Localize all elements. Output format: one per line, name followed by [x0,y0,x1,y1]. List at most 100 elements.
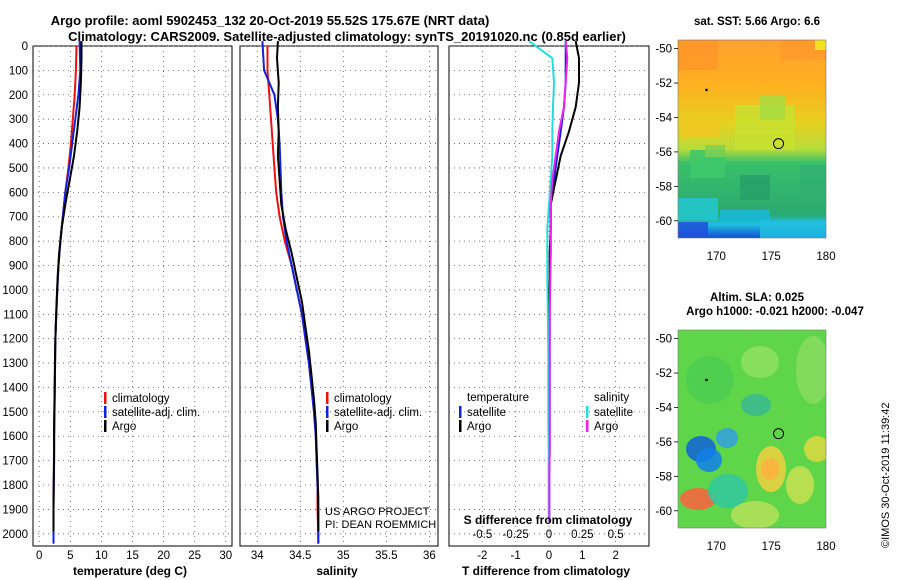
sst-map-title: sat. SST: 5.66 Argo: 6.6 [694,16,820,28]
x-tick-label: 1 [579,550,585,562]
s-tick-label: 0.25 [571,529,593,541]
lon-tick-label: 170 [707,251,726,263]
sst-patch [800,165,826,195]
sla-patch [716,428,738,448]
x-tick-label: -1 [511,550,521,562]
x-tick-label: 0 [546,550,552,562]
temperature-xlabel: temperature (deg C) [73,564,187,578]
depth-tick-label: 1800 [2,480,28,492]
sla-patch [741,346,779,378]
legend-label-sal-argo: Argo [594,421,618,433]
lat-tick-label: -56 [655,147,672,159]
sst-patch [705,145,725,157]
depth-tick-label: 900 [9,261,28,273]
lat-tick-label: -52 [655,368,672,380]
difference-legend: temperature satellite Argo salinity sate… [459,392,633,433]
series-line-argo [52,41,83,532]
salinity-tick-labels: 34 34.5 35 35.5 36 [251,550,436,562]
sst-float-position-marker [773,138,785,150]
legend-swatch-sal-satellite [586,406,589,418]
depth-tick-label: 1500 [2,407,28,419]
legend-swatch-climatology [326,392,329,404]
sla-map-title: Altim. SLA: 0.025 [710,292,805,304]
lat-tick-label: -58 [655,181,672,193]
temperature-grid [33,45,232,546]
depth-tick-label: 1400 [2,382,28,394]
legend-swatch-temp-satellite [459,406,462,418]
sst-patch [678,198,718,220]
legend-heading-salinity: salinity [594,392,629,404]
temperature-lines [52,41,83,544]
sst-heatmap [678,40,826,238]
legend-heading-temperature: temperature [467,392,529,404]
legend-label-argo: Argo [334,421,358,433]
s-difference-tick-labels: -0.5 -0.25 0 0.25 0.5 [472,529,623,541]
x-tick-label: 10 [95,550,108,562]
legend-label-climatology: climatology [112,393,170,405]
depth-tick-label: 1100 [3,309,28,321]
lat-tick-label: -54 [655,402,672,414]
s-tick-label: 0.5 [608,529,624,541]
depth-tick-label: 1000 [2,285,28,297]
legend-label-sal-satellite: satellite [594,407,633,419]
legend-label-satellite: satellite-adj. clim. [112,407,200,419]
depth-tick-label: 1200 [2,334,28,346]
s-tick-label: -0.5 [472,529,492,541]
legend-swatch-satellite [326,406,329,418]
salinity-legend: climatology satellite-adj. clim. Argo [326,392,422,433]
sla-island-marker [705,378,708,382]
t-difference-tick-labels: -2 -1 0 1 2 [477,550,619,562]
sst-patch [680,118,720,138]
sst-latitude-labels: -50 -52 -54 -56 -58 -60 [655,44,678,228]
temperature-legend: climatology satellite-adj. clim. Argo [104,392,200,433]
temperature-panel: 0100200300400500600700800900100011001200… [2,41,233,578]
figure-title-line2: Climatology: CARS2009. Satellite-adjuste… [68,29,626,44]
figure-title-line1: Argo profile: aoml 5902453_132 20-Oct-20… [51,13,490,28]
depth-tick-label: 0 [22,41,28,53]
legend-swatch-climatology [104,392,107,404]
depth-tick-label: 1600 [2,431,28,443]
s-difference-xlabel: S difference from climatology [464,513,633,527]
depth-tick-label: 2000 [2,529,28,541]
depth-tick-label: 200 [9,90,28,102]
legend-label-climatology: climatology [334,393,392,405]
sla-patch [796,336,826,404]
sla-float-position-marker [773,428,785,440]
sst-map-frame [677,39,827,239]
sst-patch [720,210,770,222]
lon-tick-label: 170 [707,541,726,553]
x-tick-label: 20 [157,550,170,562]
sla-patch [686,356,734,404]
x-tick-label: 5 [67,550,73,562]
sla-longitude-labels: 170 175 180 [707,541,836,553]
sla-patch [804,436,826,462]
depth-tick-label: 1900 [2,504,28,516]
difference-lines [528,40,580,522]
s-tick-label: 0 [546,529,552,541]
sla-heatmap [678,330,826,528]
sst-patch [678,40,718,70]
x-tick-label: 25 [188,550,201,562]
t-difference-xlabel: T difference from climatology [462,564,630,578]
salinity-panel: 34 34.5 35 35.5 36 salinity climatology sate… [239,41,439,578]
credit-project: US ARGO PROJECT [325,506,430,518]
depth-tick-label: 100 [9,65,28,77]
sst-longitude-labels: 170 175 180 [707,251,836,263]
lon-tick-label: 180 [816,541,835,553]
sla-patches [680,336,826,528]
sla-latitude-labels: -50 -52 -54 -56 -58 -60 [655,334,678,518]
lon-tick-label: 175 [762,251,781,263]
salinity-lines [261,41,320,544]
salinity-grid [240,45,438,546]
temperature-tick-labels: 0 5 10 15 20 25 30 [36,550,232,562]
x-tick-label: 34 [251,550,264,562]
x-tick-label: 15 [126,550,139,562]
sst-patch [815,40,826,50]
sla-patch [680,488,716,510]
sla-map-frame [677,329,827,529]
depth-tick-label: 1300 [2,358,28,370]
legend-label-temp-argo: Argo [467,421,491,433]
sst-patch [760,95,785,120]
legend-swatch-sal-argo [586,420,589,432]
sst-patch [678,222,708,238]
